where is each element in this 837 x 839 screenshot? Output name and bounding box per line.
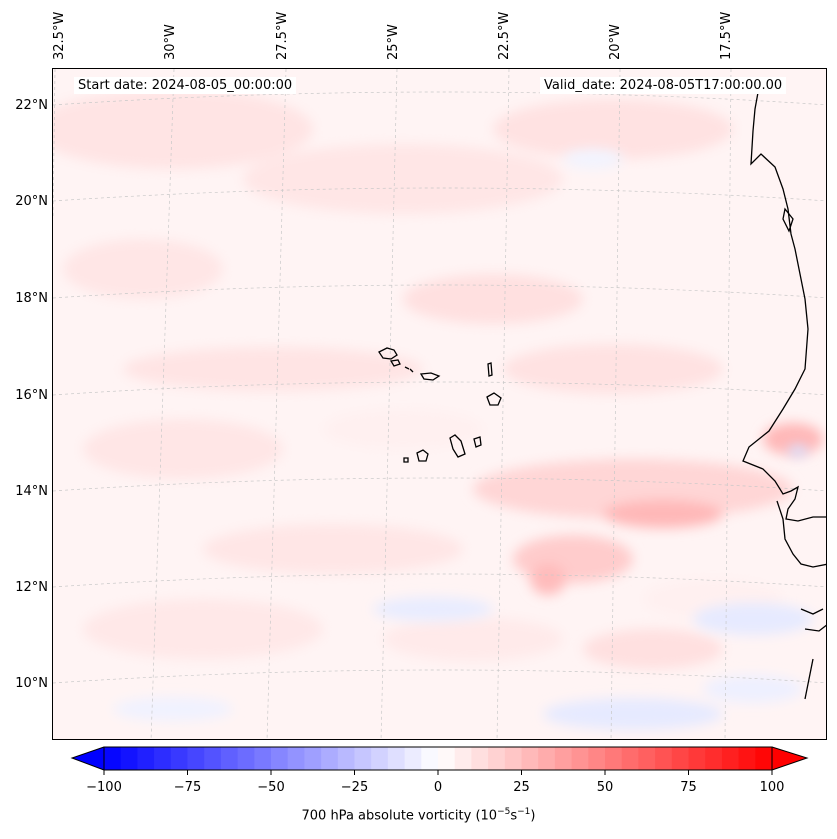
lon-label-22-5w: 22.5°W <box>497 11 512 60</box>
cbar-tick-0: 0 <box>433 780 443 795</box>
lat-label-18n: 18°N <box>15 291 48 306</box>
colorbar-segment <box>621 747 639 770</box>
colorbar-segment <box>538 747 556 770</box>
colorbar-extend-low <box>72 747 104 770</box>
colorbar-segment <box>371 747 389 770</box>
colorbar-segments <box>72 747 807 770</box>
vorticity-field <box>53 69 826 739</box>
colorbar-segment <box>321 747 339 770</box>
cape-verde-islands <box>378 347 502 463</box>
colorbar-segment <box>337 747 355 770</box>
colorbar-segment <box>120 747 138 770</box>
colorbar-segment <box>605 747 623 770</box>
colorbar-segment <box>354 747 372 770</box>
colorbar-segment <box>588 747 606 770</box>
valid-date-label: Valid_date: 2024-08-05T17:00:00.00 <box>540 77 787 94</box>
colorbar-segment <box>671 747 689 770</box>
map-panel <box>52 68 827 740</box>
colorbar-segment <box>404 747 422 770</box>
colorbar-segment <box>521 747 539 770</box>
lon-label-25w: 25°W <box>386 24 401 60</box>
colorbar-segment <box>738 747 756 770</box>
colorbar-ticks <box>103 770 773 775</box>
colorbar-segment <box>187 747 205 770</box>
colorbar-segment <box>237 747 255 770</box>
colorbar-segment <box>154 747 172 770</box>
african-coastline <box>742 86 826 700</box>
colorbar-segment <box>271 747 289 770</box>
colorbar-segment <box>304 747 322 770</box>
colorbar-extend-high <box>772 747 807 770</box>
colorbar-segment <box>170 747 188 770</box>
lon-label-30w: 30°W <box>163 24 178 60</box>
colorbar-segment <box>488 747 506 770</box>
colorbar-segment <box>387 747 406 770</box>
colorbar-segment <box>220 747 239 770</box>
lat-label-14n: 14°N <box>15 484 48 499</box>
colorbar-segment <box>721 747 740 770</box>
colorbar-segment <box>104 747 122 770</box>
lon-label-27-5w: 27.5°W <box>275 11 290 60</box>
colorbar-outline <box>70 746 809 771</box>
cbar-tick-m100: −100 <box>86 780 122 795</box>
cbar-tick-m50: −50 <box>257 780 285 795</box>
colorbar-segment <box>755 747 773 770</box>
colorbar-segment <box>638 747 656 770</box>
lon-label-32-5w: 32.5°W <box>52 11 67 60</box>
start-date-label: Start date: 2024-08-05_00:00:00 <box>74 77 297 94</box>
colorbar-segment <box>421 747 439 770</box>
colorbar-segment <box>571 747 589 770</box>
cbar-tick-m25: −25 <box>340 780 369 795</box>
cbar-tick-m75: −75 <box>173 780 202 795</box>
lon-label-17-5w: 17.5°W <box>719 11 734 60</box>
lat-label-16n: 16°N <box>15 388 48 403</box>
lat-label-20n: 20°N <box>15 194 48 209</box>
lon-label-20w: 20°W <box>608 24 623 60</box>
colorbar-segment <box>688 747 706 770</box>
colorbar-segment <box>287 747 305 770</box>
colorbar-segment <box>137 747 155 770</box>
cbar-tick-75: 75 <box>680 780 697 795</box>
colorbar-segment <box>504 747 522 770</box>
lat-label-22n: 22°N <box>15 98 48 113</box>
cbar-tick-25: 25 <box>513 780 530 795</box>
colorbar-segment <box>254 747 272 770</box>
gridlines <box>53 69 826 739</box>
lat-label-12n: 12°N <box>15 580 48 595</box>
colorbar-segment <box>204 747 222 770</box>
colorbar-segment <box>471 747 489 770</box>
colorbar-segment <box>705 747 723 770</box>
negative-vorticity <box>113 149 813 730</box>
colorbar-label: 700 hPa absolute vorticity (10−5s−1) <box>301 807 536 824</box>
vorticity-blobs <box>53 89 823 669</box>
cbar-tick-50: 50 <box>596 780 614 795</box>
colorbar-segment <box>554 747 573 770</box>
colorbar-segment <box>438 747 456 770</box>
colorbar-segment <box>454 747 472 770</box>
cbar-tick-100: 100 <box>759 780 785 795</box>
lat-label-10n: 10°N <box>15 676 48 691</box>
colorbar-segment <box>655 747 673 770</box>
